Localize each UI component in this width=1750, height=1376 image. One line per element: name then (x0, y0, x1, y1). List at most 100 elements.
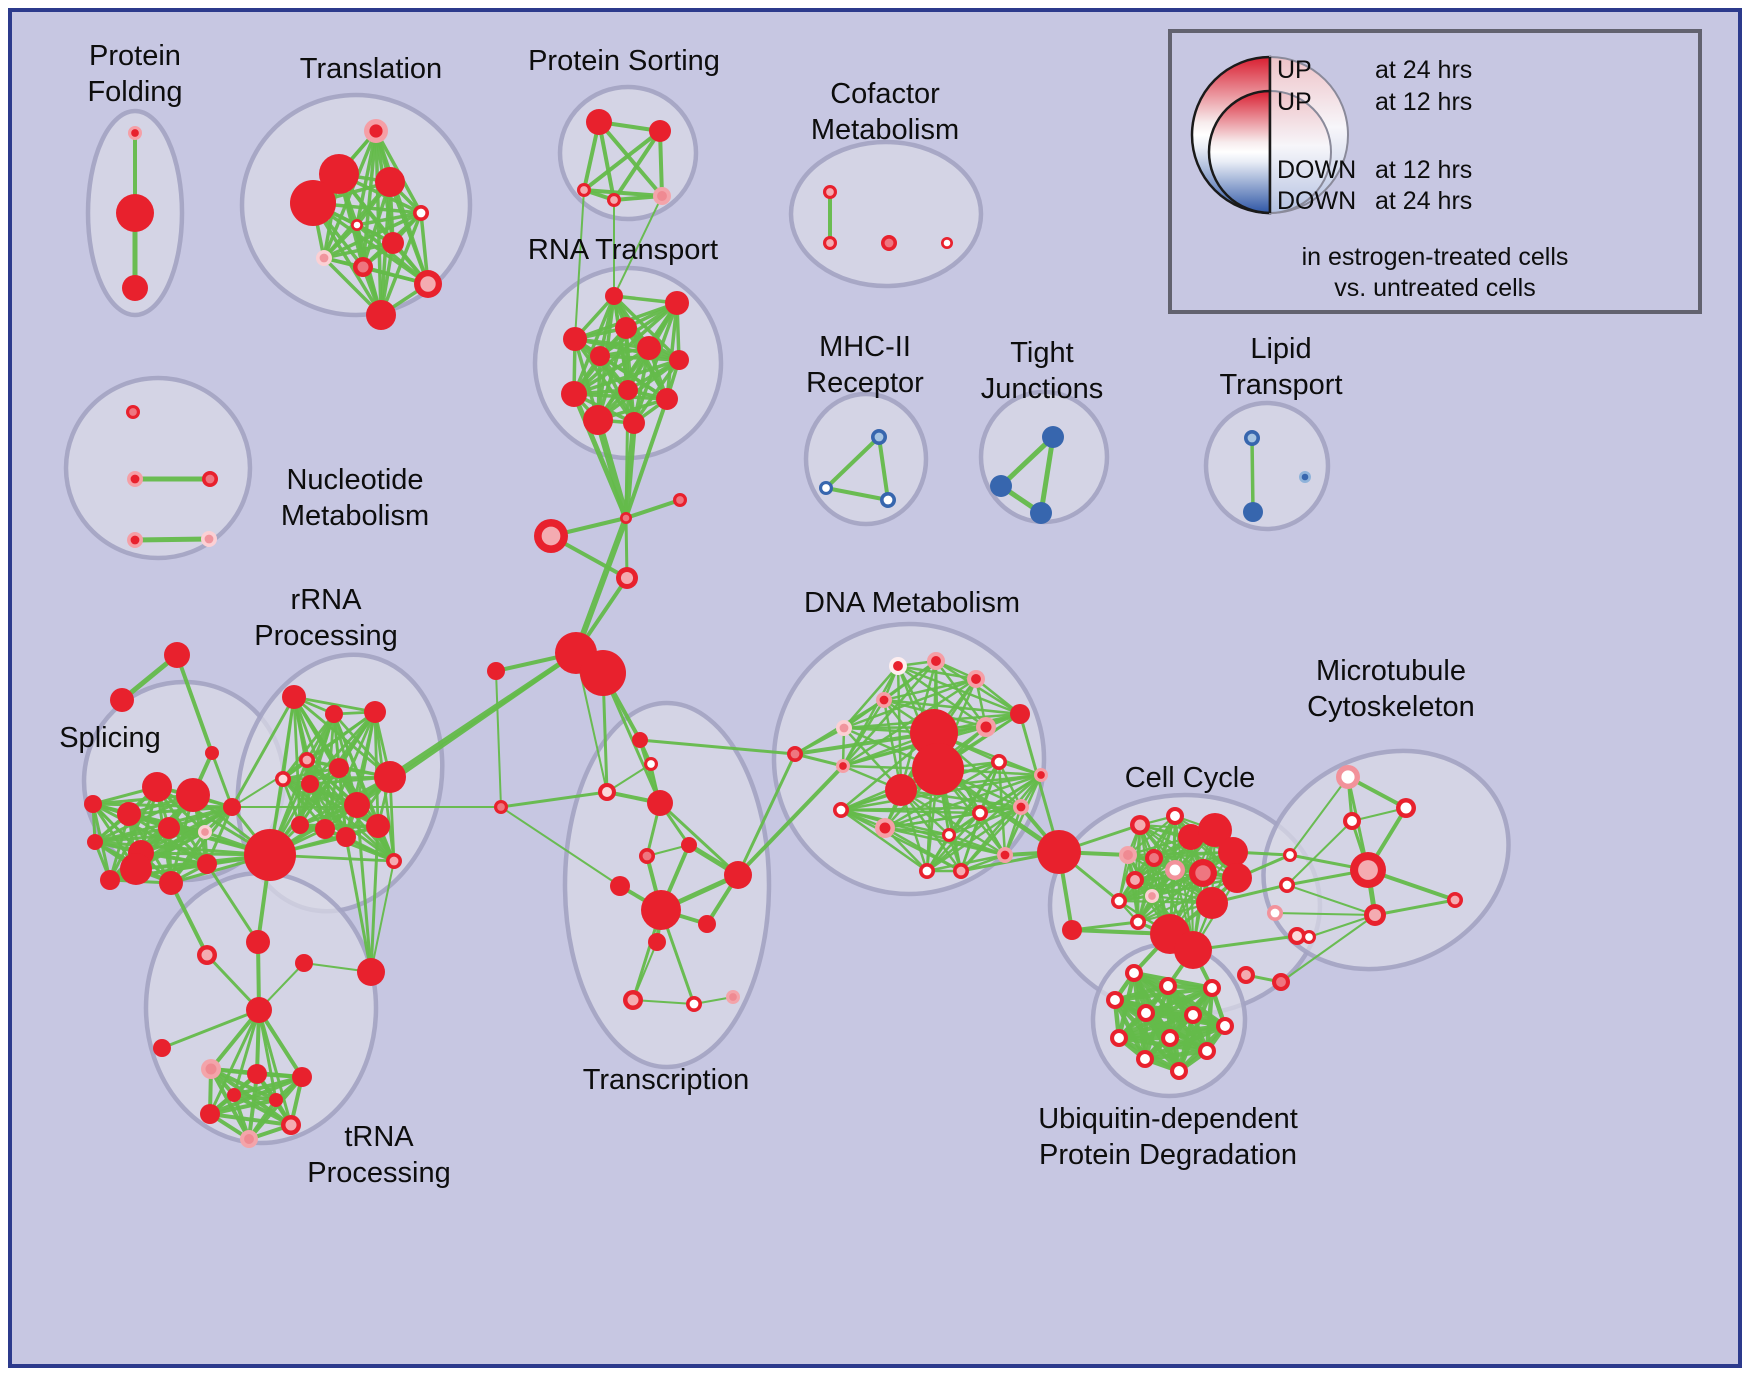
gene-node (1126, 871, 1144, 889)
interaction-edge (132, 536, 212, 543)
gene-node (1279, 877, 1295, 893)
gene-node (639, 848, 655, 864)
gene-node (84, 795, 102, 813)
gene-node (1119, 846, 1137, 864)
interaction-edge (495, 670, 502, 808)
gene-node (1198, 1042, 1216, 1060)
gene-node (366, 300, 396, 330)
interaction-edge (573, 515, 629, 656)
interaction-edge (824, 486, 890, 502)
interaction-edge (127, 805, 234, 816)
cluster-bubble-cofactor-metabolism (788, 139, 984, 289)
legend-down-24-time: at 24 hrs (1375, 187, 1473, 215)
interaction-edge (210, 751, 234, 809)
legend-down-12-label: DOWN (1277, 156, 1357, 184)
interaction-edge (1112, 985, 1215, 1003)
gene-node (1062, 920, 1082, 940)
gene-node (413, 205, 429, 221)
gene-node (833, 802, 849, 818)
gene-node (586, 109, 612, 135)
gene-node (117, 802, 141, 826)
interaction-edge (883, 826, 963, 873)
interaction-edge (1126, 814, 1177, 857)
gene-node (127, 471, 143, 487)
gene-node (615, 317, 637, 339)
gene-node (656, 388, 678, 410)
gene-node (87, 834, 103, 850)
interaction-edge (947, 805, 1023, 837)
gene-node (487, 662, 505, 680)
interaction-edge (369, 824, 380, 974)
gene-node (1110, 1029, 1128, 1047)
interaction-edge (232, 1008, 261, 1097)
gene-node (1037, 830, 1081, 874)
gene-node (1364, 904, 1386, 926)
gene-node (686, 996, 702, 1012)
interaction-edge (205, 862, 260, 944)
interaction-edge (877, 435, 890, 502)
interaction-edge (1133, 876, 1239, 882)
interaction-edge (632, 346, 651, 425)
gene-node (875, 818, 895, 838)
gene-node (1237, 966, 1255, 984)
interaction-edge (361, 129, 378, 269)
gene-node (1288, 927, 1306, 945)
gene-node (357, 958, 385, 986)
interaction-edge (736, 764, 845, 877)
gene-node (1136, 1050, 1154, 1068)
cluster-bubble-lipid-transport (1203, 400, 1331, 532)
gene-node (919, 863, 935, 879)
gene-node (329, 758, 349, 778)
gene-node (1030, 502, 1052, 524)
gene-node (292, 1067, 312, 1087)
gene-node (316, 250, 332, 266)
gene-node (128, 126, 142, 140)
gene-node (344, 792, 370, 818)
interaction-edge (322, 241, 395, 260)
legend-glyph (1190, 55, 1349, 215)
interaction-edge (597, 120, 616, 202)
gene-node (1350, 852, 1386, 888)
gene-node (198, 825, 212, 839)
gene-node (246, 930, 270, 954)
gene-node (605, 287, 623, 305)
interaction-edge (882, 677, 978, 702)
gene-node (819, 481, 833, 495)
gene-node (836, 759, 850, 773)
interaction-edge (1373, 898, 1457, 917)
interaction-edge (793, 752, 845, 768)
interaction-edge (208, 1112, 293, 1127)
interaction-edge (257, 1008, 293, 1127)
interaction-edge (624, 498, 682, 520)
gene-node (1302, 930, 1316, 944)
gene-node (246, 997, 272, 1023)
gene-node (1042, 426, 1064, 448)
interaction-edge (883, 760, 1001, 830)
gene-node (301, 775, 319, 793)
interaction-edge (883, 826, 929, 873)
gene-node (244, 829, 296, 881)
legend-up-24-label: UP (1277, 56, 1312, 84)
interaction-edge (573, 337, 636, 425)
interaction-edge (160, 1008, 261, 1050)
gene-node (364, 701, 386, 723)
gene-node (414, 270, 442, 298)
legend-up-24-time: at 24 hrs (1375, 56, 1473, 84)
gene-node (1137, 1004, 1155, 1022)
gene-node (164, 642, 190, 668)
interaction-edge (624, 397, 669, 520)
gene-node (620, 512, 632, 524)
interaction-edge (925, 853, 1007, 873)
gene-node (1130, 815, 1150, 835)
interaction-edge (1286, 820, 1353, 886)
gene-node (223, 798, 241, 816)
gene-node (1222, 863, 1252, 893)
gene-node (598, 783, 616, 801)
gene-node (351, 219, 363, 231)
interaction-edge (883, 773, 1043, 830)
gene-node (1336, 765, 1360, 789)
gene-node (580, 650, 626, 696)
gene-node (649, 120, 671, 142)
interaction-edge (824, 435, 881, 490)
